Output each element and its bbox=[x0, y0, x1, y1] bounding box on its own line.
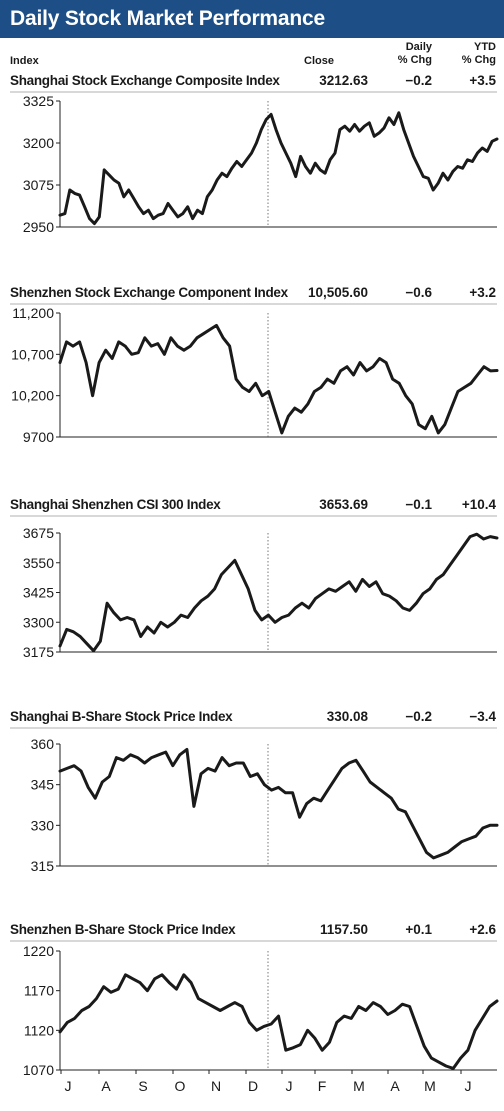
y-tick-label: 1120 bbox=[24, 1022, 54, 1038]
ytd-change: +10.4 bbox=[461, 497, 496, 512]
y-tick-label: 330 bbox=[31, 817, 55, 833]
series-line bbox=[58, 111, 499, 226]
close-value: 1157.50 bbox=[319, 922, 368, 937]
y-tick-label: 3425 bbox=[23, 585, 54, 601]
y-tick-label: 10,200 bbox=[11, 388, 54, 404]
y-tick-label: 360 bbox=[31, 736, 55, 752]
index-name: Shanghai B-Share Stock Price Index bbox=[10, 709, 233, 724]
index-name: Shenzhen Stock Exchange Component Index bbox=[10, 285, 288, 300]
y-tick-label: 3325 bbox=[23, 93, 54, 109]
y-tick-label: 3175 bbox=[23, 644, 54, 660]
column-header-daily-line1: Daily bbox=[405, 41, 432, 53]
month-label: M bbox=[353, 1078, 365, 1094]
daily-change: −0.2 bbox=[405, 709, 432, 724]
daily-change: −0.2 bbox=[405, 73, 432, 88]
ytd-change: −3.4 bbox=[469, 709, 496, 724]
month-label: J bbox=[65, 1078, 72, 1094]
ytd-change: +2.6 bbox=[469, 922, 496, 937]
column-header-ytd: YTD % Chg bbox=[450, 41, 496, 67]
y-tick-label: 3200 bbox=[23, 135, 54, 151]
y-tick-label: 3300 bbox=[23, 614, 54, 630]
month-label: M bbox=[424, 1078, 436, 1094]
close-value: 10,505.60 bbox=[307, 285, 368, 300]
close-value: 3212.63 bbox=[319, 73, 368, 88]
column-header-close: Close bbox=[304, 55, 334, 67]
ytd-change: +3.2 bbox=[469, 285, 496, 300]
column-header-daily-line2: % Chg bbox=[397, 54, 432, 66]
month-label: D bbox=[248, 1078, 258, 1094]
y-tick-label: 1070 bbox=[23, 1062, 54, 1078]
column-header-ytd-line1: YTD bbox=[474, 41, 496, 53]
page-header: Daily Stock Market Performance bbox=[0, 0, 504, 38]
y-tick-label: 3675 bbox=[23, 525, 54, 541]
y-tick-label: 315 bbox=[31, 858, 55, 874]
index-name: Shanghai Shenzhen CSI 300 Index bbox=[10, 497, 221, 512]
daily-change: −0.1 bbox=[405, 497, 432, 512]
column-header-ytd-line2: % Chg bbox=[461, 54, 496, 66]
close-value: 330.08 bbox=[326, 709, 368, 724]
month-label: A bbox=[390, 1078, 400, 1094]
close-value: 3653.69 bbox=[319, 497, 368, 512]
column-header-index: Index bbox=[10, 55, 39, 67]
y-tick-label: 10,700 bbox=[11, 346, 54, 362]
y-tick-label: 3075 bbox=[23, 177, 54, 193]
y-tick-label: 2950 bbox=[23, 219, 54, 235]
page-title: Daily Stock Market Performance bbox=[10, 7, 325, 30]
y-tick-label: 9700 bbox=[23, 429, 54, 445]
y-tick-label: 3550 bbox=[23, 555, 54, 571]
daily-change: +0.1 bbox=[405, 922, 432, 937]
series-line bbox=[58, 532, 499, 653]
series-line bbox=[58, 973, 499, 1070]
month-label: A bbox=[101, 1078, 111, 1094]
y-tick-label: 345 bbox=[31, 777, 55, 793]
daily-change: −0.6 bbox=[405, 285, 432, 300]
series-line bbox=[58, 323, 499, 435]
month-label: J bbox=[465, 1078, 472, 1094]
month-label: N bbox=[211, 1078, 221, 1094]
month-label: S bbox=[138, 1078, 147, 1094]
ytd-change: +3.5 bbox=[469, 73, 496, 88]
month-label: O bbox=[175, 1078, 186, 1094]
index-name: Shanghai Stock Exchange Composite Index bbox=[10, 73, 280, 88]
column-header-daily: Daily % Chg bbox=[390, 41, 432, 67]
index-name: Shenzhen B-Share Stock Price Index bbox=[10, 922, 236, 937]
y-tick-label: 11,200 bbox=[12, 305, 54, 321]
month-label: F bbox=[318, 1078, 327, 1094]
series-line bbox=[58, 747, 499, 860]
y-tick-label: 1170 bbox=[24, 983, 54, 999]
month-label: J bbox=[286, 1078, 293, 1094]
y-tick-label: 1220 bbox=[23, 943, 54, 959]
